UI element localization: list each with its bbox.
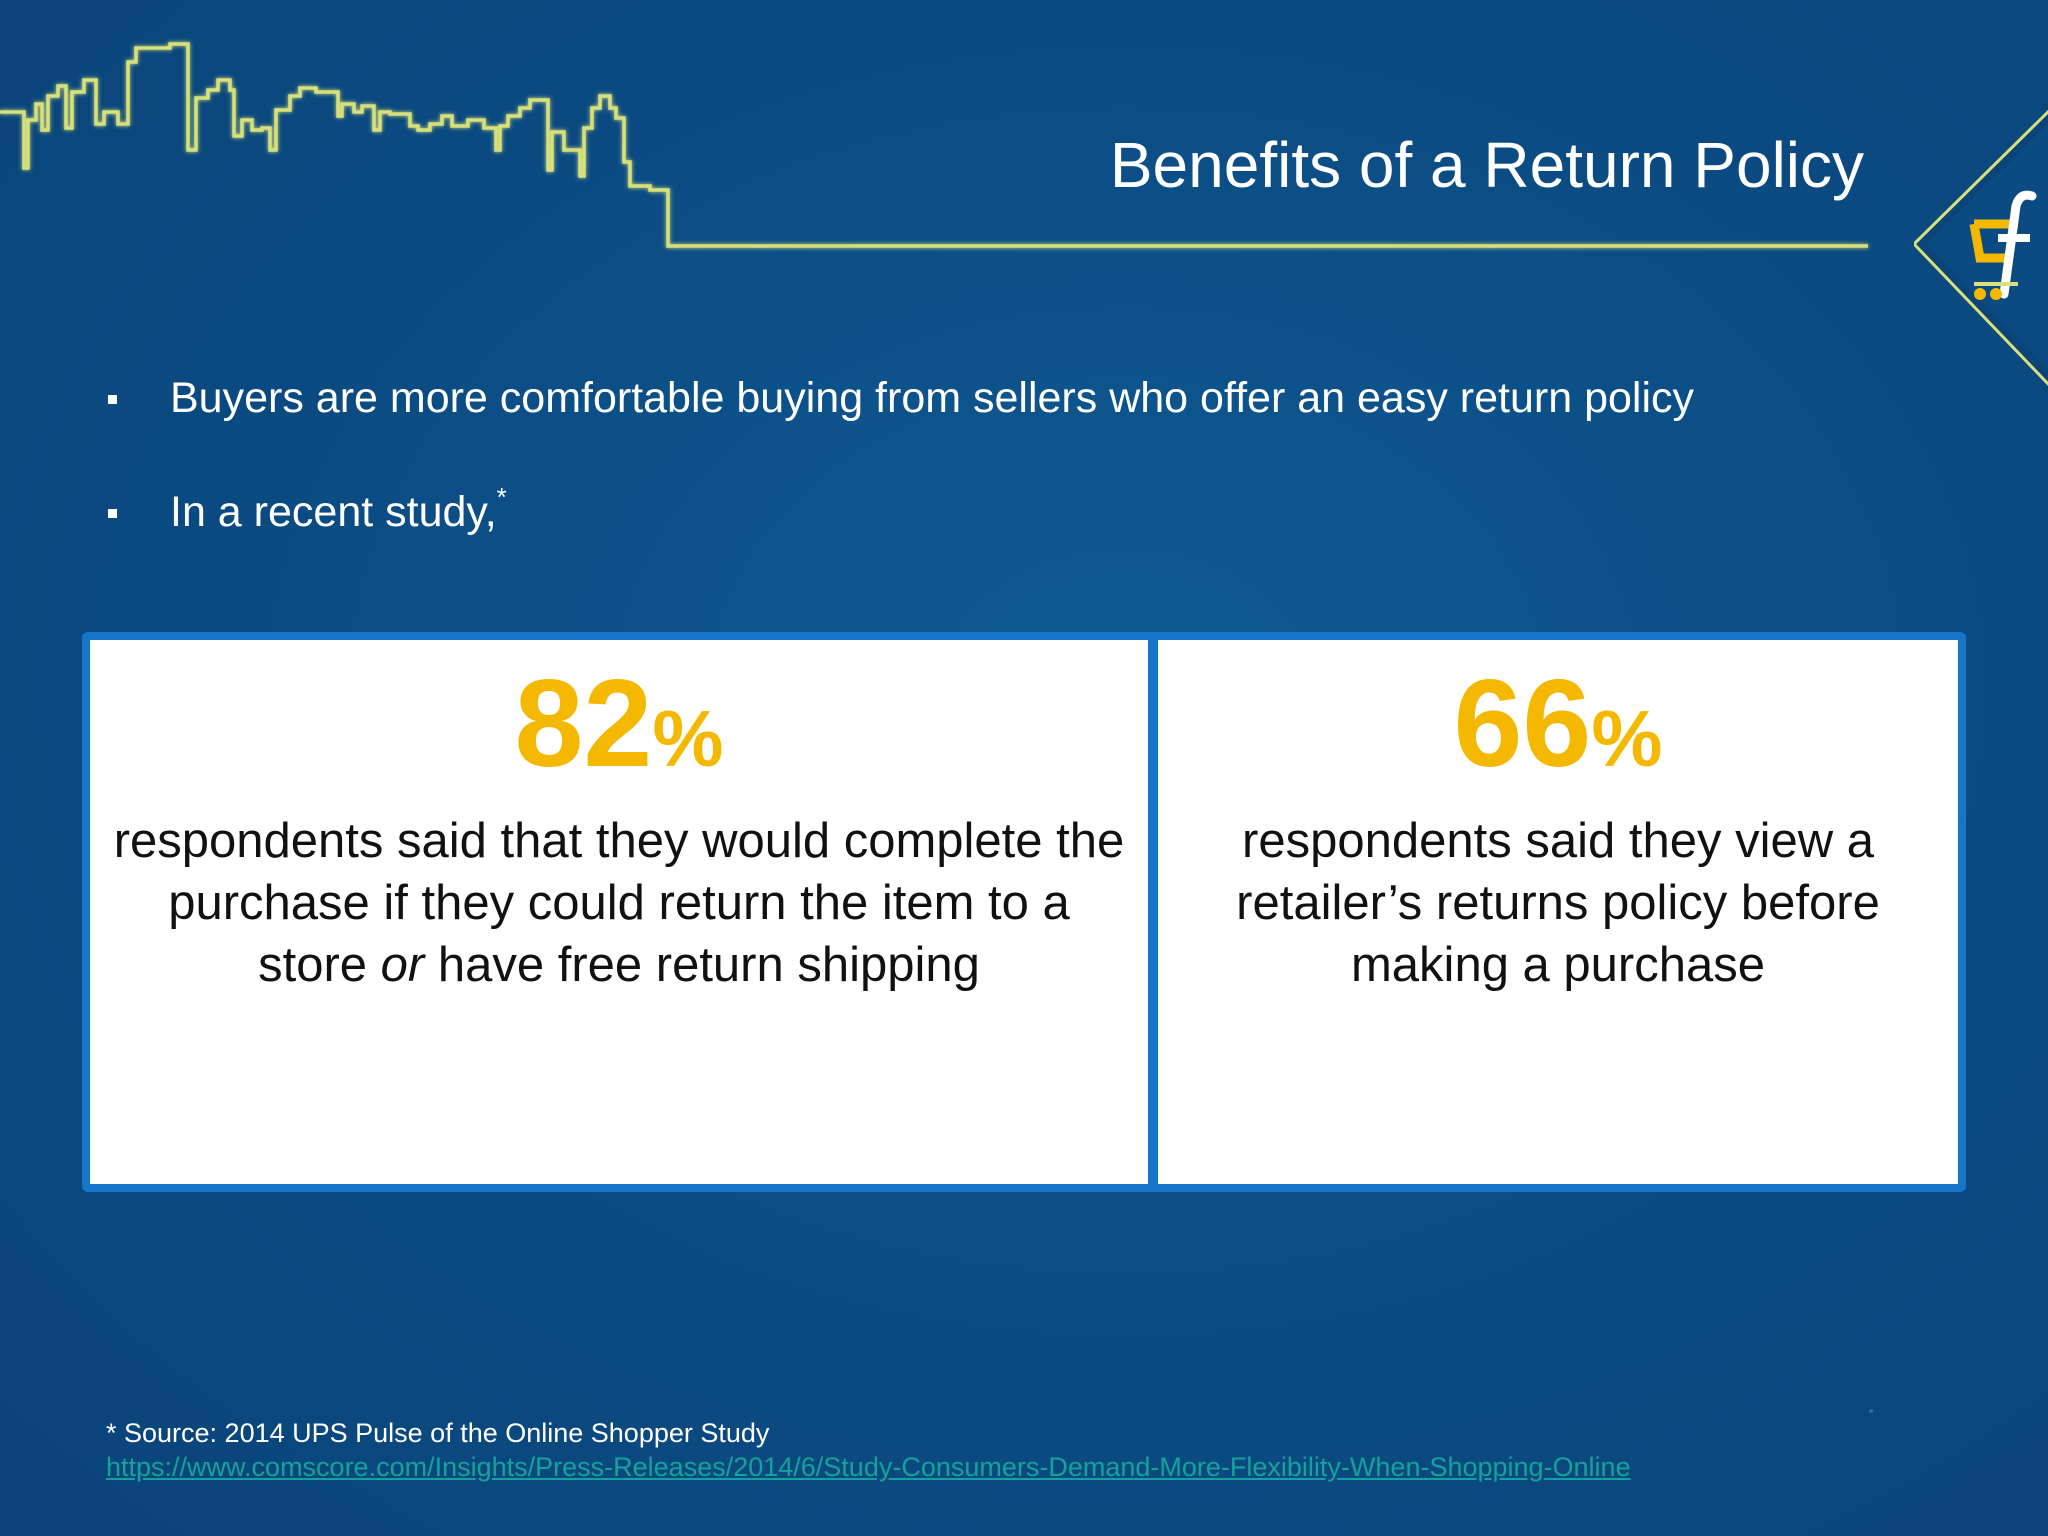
stat-value: 66	[1453, 655, 1592, 793]
stat-card: 82% respondents said that they would com…	[90, 640, 1148, 1184]
source-footnote: * Source: 2014 UPS Pulse of the Online S…	[106, 1416, 1631, 1484]
stat-description: respondents said that they would complet…	[110, 810, 1128, 996]
bullet-text: Buyers are more comfortable buying from …	[170, 374, 1695, 422]
stat-unit: %	[1591, 694, 1663, 783]
stat-unit: %	[652, 694, 724, 783]
stat-text-part: respondents said that they would complet…	[113, 814, 1125, 992]
stat-number: 82%	[90, 662, 1148, 786]
bullet-item: Buyers are more comfortable buying from …	[108, 368, 1868, 428]
stat-value: 82	[514, 655, 653, 793]
decorative-dot	[1869, 1409, 1873, 1413]
city-skyline-graphic	[0, 42, 1868, 248]
stat-text-emphasis: or	[380, 938, 425, 992]
stat-number: 66%	[1158, 662, 1958, 786]
source-link[interactable]: https://www.comscore.com/Insights/Press-…	[106, 1452, 1631, 1482]
stats-panel: 82% respondents said that they would com…	[82, 632, 1966, 1192]
stat-description: respondents said they view a retailer’s …	[1178, 810, 1938, 996]
bullet-text: In a recent study,	[170, 488, 497, 536]
bullet-item: In a recent study,*	[108, 482, 1868, 542]
bullet-marker	[108, 395, 117, 404]
bullet-list: Buyers are more comfortable buying from …	[108, 368, 1868, 596]
footnote-mark: *	[496, 482, 507, 512]
stat-text-part: have free return shipping	[424, 938, 980, 992]
stat-text-part: respondents said they view a retailer’s …	[1236, 814, 1880, 992]
bullet-marker	[108, 509, 117, 518]
stat-card: 66% respondents said they view a retaile…	[1158, 640, 1958, 1184]
slide-title: Benefits of a Return Policy	[1109, 129, 1864, 201]
source-label: * Source: 2014 UPS Pulse of the Online S…	[106, 1418, 770, 1448]
cart-f-logo-icon	[1914, 109, 2048, 386]
